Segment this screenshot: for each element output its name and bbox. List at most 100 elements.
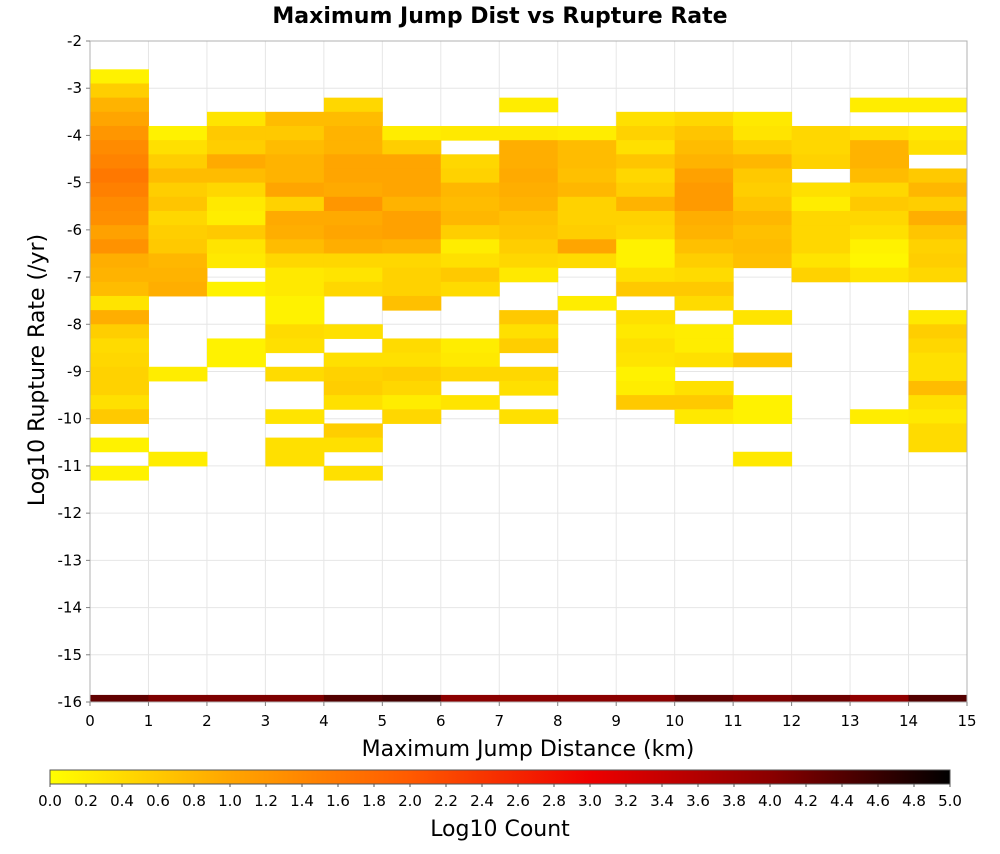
heatmap-cell — [382, 253, 442, 269]
heatmap-cell — [557, 225, 617, 240]
heatmap-cell — [206, 210, 266, 226]
heatmap-cell — [148, 281, 208, 297]
heatmap-cell — [674, 281, 734, 297]
heatmap-cell — [908, 338, 968, 354]
colorbar-ticks: 0.0 0.2 0.4 0.6 0.8 1.0 1.2 1.4 1.6 1.8 2.0 2.2 2.4 2… — [38, 784, 962, 810]
heatmap-cell — [440, 253, 500, 269]
heatmap-cell — [733, 196, 793, 212]
heatmap-cell — [265, 267, 325, 283]
heatmap-cell — [850, 694, 910, 703]
heatmap-cell — [90, 352, 149, 368]
heatmap-cell — [265, 154, 325, 169]
heatmap-cell — [908, 168, 968, 184]
heatmap-cell — [148, 225, 208, 240]
heatmap-cell — [323, 182, 383, 198]
heatmap-cell — [908, 267, 968, 283]
heatmap-cell — [148, 451, 208, 467]
heatmap-cell — [90, 97, 149, 113]
heatmap-cell — [382, 140, 442, 155]
heatmap-cell — [382, 267, 442, 283]
heatmap-cell — [90, 281, 149, 297]
heatmap-cell — [440, 154, 500, 169]
heatmap-cell — [791, 694, 851, 703]
heatmap-cell — [733, 694, 793, 703]
heatmap-cell — [499, 97, 559, 113]
heatmap-cell — [908, 694, 968, 703]
y-tick-label: -16 — [58, 693, 83, 711]
heatmap-cell — [323, 225, 383, 240]
heatmap-cell — [908, 210, 968, 226]
heatmap-cell — [616, 395, 676, 410]
heatmap-cell — [850, 225, 910, 240]
heatmap-cell — [499, 338, 559, 354]
heatmap-cell — [382, 694, 442, 703]
heatmap-cell — [908, 253, 968, 269]
heatmap-cell — [557, 140, 617, 155]
heatmap-cell — [265, 140, 325, 155]
heatmap-cell — [382, 366, 442, 382]
heatmap-cell — [908, 366, 968, 382]
y-tick-label: -6 — [67, 221, 82, 239]
heatmap-cell — [440, 168, 500, 184]
heatmap-cell — [791, 225, 851, 240]
colorbar-tick-label: 0.6 — [146, 792, 170, 810]
heatmap-cell — [90, 267, 149, 283]
heatmap-cell — [850, 239, 910, 254]
heatmap-cell — [733, 310, 793, 325]
heatmap-cell — [323, 239, 383, 254]
heatmap-cell — [440, 352, 500, 368]
heatmap-cell — [616, 168, 676, 184]
heatmap-cell — [90, 366, 149, 382]
heatmap-cell — [148, 154, 208, 169]
heatmap-cell — [850, 125, 910, 141]
heatmap-cell — [382, 154, 442, 169]
heatmap-cell — [382, 210, 442, 226]
heatmap-cell — [616, 366, 676, 382]
y-tick-label: -12 — [58, 504, 83, 522]
chart-title: Maximum Jump Dist vs Rupture Rate — [272, 4, 727, 29]
heatmap-cell — [382, 125, 442, 141]
heatmap-cell — [674, 210, 734, 226]
heatmap-cell — [382, 295, 442, 311]
heatmap-cell — [265, 196, 325, 212]
heatmap-cell — [908, 423, 968, 439]
heatmap-cell — [850, 97, 910, 113]
heatmap-cell — [323, 281, 383, 297]
y-tick-label: -5 — [67, 174, 82, 192]
heatmap-cell — [206, 168, 266, 184]
colorbar-tick-label: 0.2 — [74, 792, 98, 810]
heatmap-cell — [733, 451, 793, 467]
heatmap-cell — [557, 295, 617, 311]
heatmap-cell — [265, 366, 325, 382]
y-tick-label: -2 — [67, 32, 82, 50]
heatmap-cell — [791, 267, 851, 283]
heatmap-cell — [616, 694, 676, 703]
heatmap-cell — [265, 409, 325, 424]
heatmap-cell — [206, 281, 266, 297]
heatmap-cell — [90, 182, 149, 198]
heatmap-cell — [674, 196, 734, 212]
heatmap-cell — [674, 125, 734, 141]
heatmap-cell — [265, 239, 325, 254]
heatmap-cell — [557, 196, 617, 212]
colorbar-tick-label: 1.6 — [326, 792, 350, 810]
heatmap-cell — [265, 125, 325, 141]
heatmap-cell — [148, 366, 208, 382]
heatmap-cell — [440, 225, 500, 240]
x-tick-label: 1 — [144, 712, 154, 730]
heatmap-cell — [557, 239, 617, 254]
colorbar-tick-label: 4.6 — [866, 792, 890, 810]
x-tick-label: 7 — [494, 712, 504, 730]
heatmap-cell — [90, 239, 149, 254]
heatmap-cell — [674, 380, 734, 396]
heatmap-cell — [148, 253, 208, 269]
heatmap-cell — [440, 210, 500, 226]
heatmap-cell — [90, 380, 149, 396]
y-tick-label: -4 — [67, 126, 82, 144]
heatmap-cell — [90, 140, 149, 155]
heatmap-cell — [206, 338, 266, 354]
heatmap-cell — [499, 694, 559, 703]
heatmap-cell — [206, 111, 266, 127]
heatmap-cell — [908, 352, 968, 368]
heatmap-cell — [323, 366, 383, 382]
